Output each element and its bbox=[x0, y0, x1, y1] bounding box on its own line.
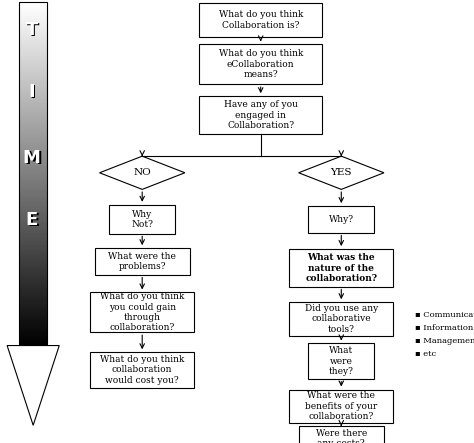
Text: What
were
they?: What were they? bbox=[329, 346, 354, 376]
Text: NO: NO bbox=[133, 168, 151, 177]
Text: Why
Not?: Why Not? bbox=[131, 210, 153, 229]
FancyBboxPatch shape bbox=[199, 44, 322, 84]
Text: ▪ Information Sharing: ▪ Information Sharing bbox=[415, 324, 474, 332]
Polygon shape bbox=[7, 346, 59, 425]
Text: I: I bbox=[30, 84, 36, 102]
FancyBboxPatch shape bbox=[308, 343, 374, 379]
Text: ▪ Communication: ▪ Communication bbox=[415, 311, 474, 319]
FancyBboxPatch shape bbox=[199, 97, 322, 134]
FancyBboxPatch shape bbox=[90, 292, 194, 332]
Text: What do you think
collaboration
would cost you?: What do you think collaboration would co… bbox=[100, 355, 184, 385]
Text: What do you think
Collaboration is?: What do you think Collaboration is? bbox=[219, 10, 303, 30]
Text: Were there
any costs?: Were there any costs? bbox=[316, 429, 367, 443]
Text: Why?: Why? bbox=[329, 215, 354, 224]
Text: E: E bbox=[27, 213, 39, 230]
FancyBboxPatch shape bbox=[289, 302, 393, 336]
Text: Did you use any
collaborative
tools?: Did you use any collaborative tools? bbox=[305, 304, 378, 334]
Text: What were the
problems?: What were the problems? bbox=[108, 252, 176, 271]
FancyBboxPatch shape bbox=[95, 248, 190, 275]
Text: What do you think
eCollaboration
means?: What do you think eCollaboration means? bbox=[219, 49, 303, 79]
Text: ▪ Management: ▪ Management bbox=[415, 337, 474, 345]
FancyBboxPatch shape bbox=[109, 205, 175, 234]
Polygon shape bbox=[299, 156, 384, 190]
FancyBboxPatch shape bbox=[299, 426, 384, 443]
Text: I: I bbox=[28, 83, 35, 101]
FancyBboxPatch shape bbox=[199, 4, 322, 37]
Text: E: E bbox=[26, 211, 38, 229]
Text: ▪ etc: ▪ etc bbox=[415, 350, 436, 358]
Text: YES: YES bbox=[330, 168, 352, 177]
Text: What were the
benefits of your
collaboration?: What were the benefits of your collabora… bbox=[305, 391, 377, 421]
Text: T: T bbox=[26, 21, 38, 39]
FancyBboxPatch shape bbox=[90, 352, 194, 388]
FancyBboxPatch shape bbox=[289, 390, 393, 423]
Text: What do you think
you could gain
through
collaboration?: What do you think you could gain through… bbox=[100, 292, 184, 332]
Text: M: M bbox=[24, 151, 42, 168]
Text: Have any of you
engaged in
Collaboration?: Have any of you engaged in Collaboration… bbox=[224, 100, 298, 130]
Text: What was the
nature of the
collaboration?: What was the nature of the collaboration… bbox=[305, 253, 377, 283]
FancyBboxPatch shape bbox=[289, 249, 393, 287]
Text: M: M bbox=[23, 149, 41, 167]
Text: T: T bbox=[27, 22, 39, 40]
Polygon shape bbox=[100, 156, 185, 190]
FancyBboxPatch shape bbox=[308, 206, 374, 233]
